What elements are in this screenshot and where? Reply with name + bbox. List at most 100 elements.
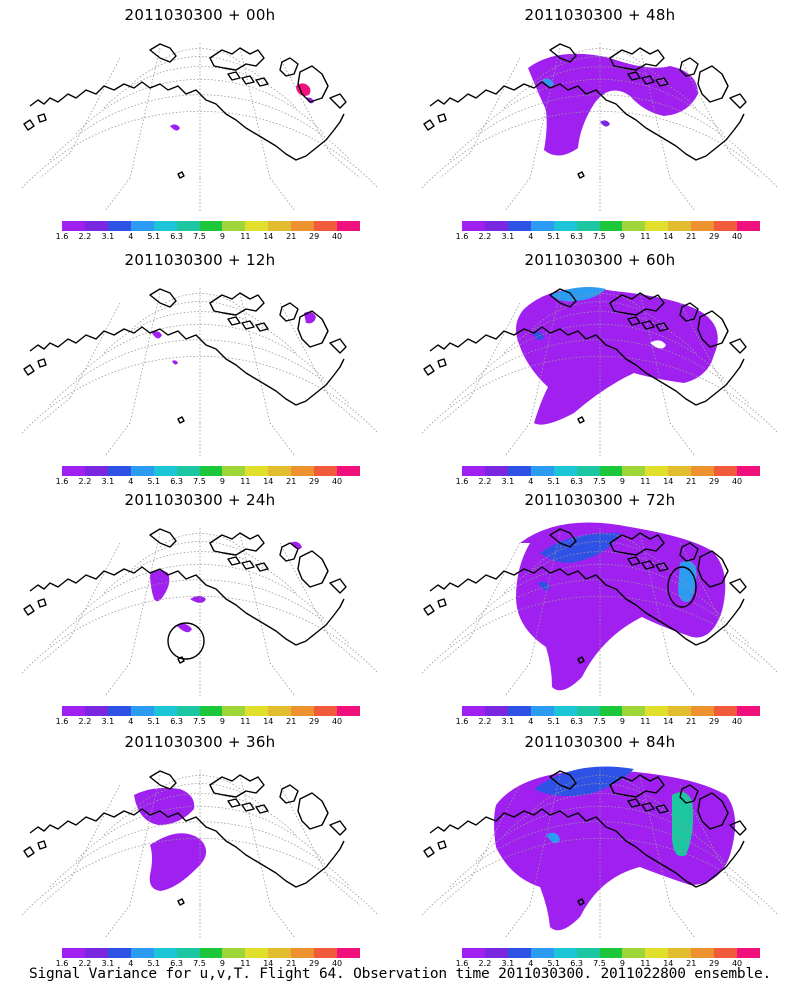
colorbar-label: 6.3 [170,232,183,241]
colorbar-label: 9 [619,959,625,968]
colorbar-swatch [199,948,223,958]
colorbar-label: 21 [286,959,297,968]
colorbar-label: 5.1 [147,477,161,486]
colorbar-swatch [153,221,177,231]
colorbar-swatch [153,948,177,958]
coastline [423,770,747,906]
variance-shading [650,340,666,349]
colorbar-swatch [599,466,623,476]
colorbar-label: 11 [640,717,651,726]
colorbar-swatch [176,706,200,716]
colorbar-label: 40 [331,717,343,726]
variance-shading [176,623,192,633]
colorbar-swatch [576,466,600,476]
forecast-panel: 2011030300 + 72h 1.6 2.2 3.1 4 5.1 6.3 7.5 9 11 14… [400,485,800,730]
colorbar-label: 9 [219,717,225,726]
colorbar-swatch [691,706,715,716]
colorbar-swatch [714,221,738,231]
colorbar-swatch [245,466,269,476]
colorbar-swatch [737,948,760,958]
colorbar-labels: 1.6 2.2 3.1 4 5.1 6.3 7.5 9 11 14 21 29 40 [456,231,760,241]
colorbar-swatch [462,221,485,231]
colorbar-label: 29 [309,959,320,968]
colorbar-label: 5.1 [147,959,161,968]
colorbar-swatch [553,706,577,716]
colorbar-swatch [737,221,760,231]
colorbar-label: 2.2 [78,959,92,968]
colorbar-swatch [553,466,577,476]
colorbar-label: 6.3 [570,959,583,968]
colorbar-swatches [62,948,360,958]
colorbar-swatch [530,948,554,958]
colorbar-label: 9 [619,717,625,726]
colorbar-label: 3.1 [101,232,115,241]
colorbar-swatch [576,706,600,716]
colorbar-label: 14 [263,477,274,486]
colorbar-swatch [62,948,85,958]
colorbar-label: 7.5 [193,477,206,486]
colorbar-label: 11 [640,959,651,968]
lat-lon-grid [421,288,779,458]
colorbar-labels: 1.6 2.2 3.1 4 5.1 6.3 7.5 9 11 14 21 29 40 [56,476,360,486]
colorbar-swatch [462,706,485,716]
highlight-circle [667,566,697,608]
panel-title: 2011030300 + 24h [124,491,276,509]
colorbar-label: 21 [686,232,697,241]
colorbar-label: 40 [331,477,343,486]
colorbar-label: 14 [663,232,674,241]
variance-shading [304,311,316,324]
colorbar-label: 7.5 [593,959,606,968]
colorbar-swatch [314,221,338,231]
colorbar-label: 1.6 [55,959,69,968]
colorbar-label: 4 [528,477,534,486]
colorbar-label: 1.6 [455,717,469,726]
colorbar: 1.6 2.2 3.1 4 5.1 6.3 7.5 9 11 14 21 29 40 [456,706,760,728]
panel-title: 2011030300 + 84h [524,733,676,751]
colorbar-swatch [268,706,292,716]
colorbar-swatch [291,948,315,958]
colorbar: 1.6 2.2 3.1 4 5.1 6.3 7.5 9 11 14 21 29 40 [456,948,760,970]
colorbar-label: 21 [686,477,697,486]
colorbar-label: 29 [709,959,720,968]
variance-shading [532,331,544,341]
colorbar-swatch [84,706,108,716]
colorbar-label: 21 [286,717,297,726]
colorbar-swatch [576,948,600,958]
colorbar-labels: 1.6 2.2 3.1 4 5.1 6.3 7.5 9 11 14 21 29 40 [456,716,760,726]
colorbar-swatch [668,466,692,476]
colorbar-swatch [337,466,360,476]
lat-lon-grid [421,43,779,213]
colorbar-swatch [107,466,131,476]
polar-stereographic-map [21,770,379,940]
coastline [23,528,347,664]
colorbar-label: 1.6 [55,477,69,486]
colorbar-label: 29 [709,477,720,486]
colorbar-swatch [291,221,315,231]
colorbar-swatches [462,466,760,476]
polar-stereographic-map [421,766,779,940]
figure-caption: Signal Variance for u,v,T. Flight 64. Ob… [28,966,772,982]
colorbar: 1.6 2.2 3.1 4 5.1 6.3 7.5 9 11 14 21 29 40 [56,466,360,488]
variance-shading [190,596,206,603]
colorbar-label: 9 [619,477,625,486]
colorbar-label: 4 [128,477,134,486]
lat-lon-grid [21,43,379,213]
colorbar-swatch [714,466,738,476]
colorbar-swatch [199,221,223,231]
colorbar-label: 7.5 [193,717,206,726]
colorbar-labels: 1.6 2.2 3.1 4 5.1 6.3 7.5 9 11 14 21 29 40 [56,231,360,241]
colorbar-label: 21 [686,959,697,968]
colorbar-label: 6.3 [170,477,183,486]
colorbar-swatch [245,706,269,716]
colorbar-label: 14 [663,717,674,726]
colorbar-swatch [599,948,623,958]
colorbar-swatch [668,706,692,716]
colorbar-swatch [737,466,760,476]
colorbar-label: 3.1 [101,959,115,968]
colorbar-label: 29 [309,477,320,486]
colorbar-swatch [130,948,154,958]
colorbar-label: 6.3 [170,959,183,968]
colorbar-swatch [484,221,508,231]
colorbar-swatch [291,706,315,716]
colorbar-swatch [245,221,269,231]
